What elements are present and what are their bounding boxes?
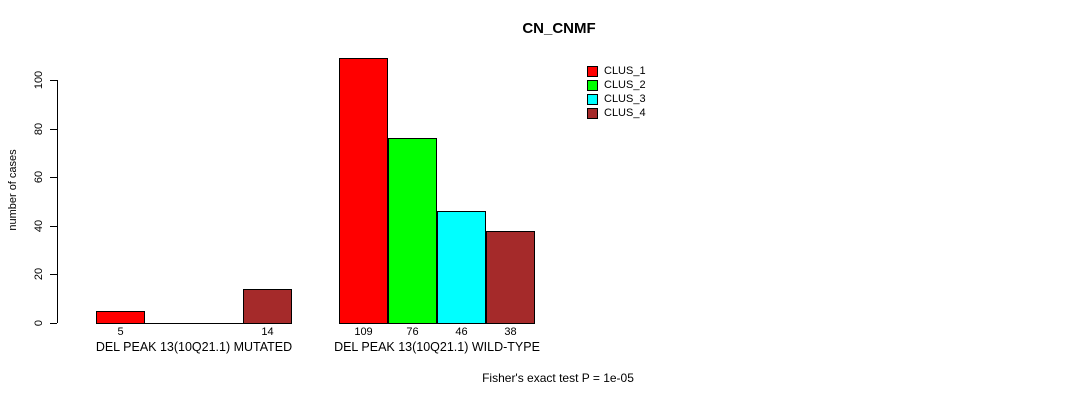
legend-label: CLUS_2 [604, 79, 646, 91]
bar-clus_1 [339, 58, 388, 324]
bar-value-label: 5 [117, 326, 124, 338]
bar-clus_4 [486, 231, 535, 324]
fisher-test-annotation: Fisher's exact test P = 1e-05 [482, 371, 634, 385]
bar-value-label: 46 [455, 326, 468, 338]
y-axis-tick [50, 323, 57, 324]
legend-item-clus_4: CLUS_4 [587, 108, 646, 119]
y-axis-tick [50, 80, 57, 81]
legend-item-clus_1: CLUS_1 [587, 66, 646, 77]
bar-clus_2 [388, 138, 437, 324]
y-axis-tick [50, 274, 57, 275]
group-baseline [96, 323, 292, 324]
bar-clus_1 [96, 311, 145, 324]
group-label-mutated: DEL PEAK 13(10Q21.1) MUTATED [95, 340, 293, 354]
legend-swatch-icon [587, 108, 598, 119]
y-axis-tick-label: 0 [33, 319, 45, 327]
legend-swatch-icon [587, 94, 598, 105]
legend-swatch-icon [587, 66, 598, 77]
legend-label: CLUS_4 [604, 107, 646, 119]
group-label-wild-type: DEL PEAK 13(10Q21.1) WILD-TYPE [334, 340, 540, 354]
y-axis-tick-label: 100 [33, 70, 45, 90]
bar-value-label: 38 [504, 326, 517, 338]
bar-value-label: 76 [406, 326, 419, 338]
legend-label: CLUS_1 [604, 65, 646, 77]
bar-value-label: 14 [261, 326, 274, 338]
y-axis-tick-label: 40 [33, 219, 45, 233]
bar-clus_3 [437, 211, 486, 324]
y-axis-tick [50, 177, 57, 178]
y-axis-tick-label: 80 [33, 122, 45, 136]
y-axis-tick [50, 129, 57, 130]
y-axis-tick-label: 20 [33, 267, 45, 281]
y-axis-title: number of cases [7, 149, 19, 231]
legend-item-clus_3: CLUS_3 [587, 94, 646, 105]
legend: CLUS_1 CLUS_2 CLUS_3 CLUS_4 [587, 66, 646, 122]
chart-title: CN_CNMF [522, 20, 596, 37]
y-axis-tick [50, 226, 57, 227]
legend-label: CLUS_3 [604, 93, 646, 105]
legend-swatch-icon [587, 80, 598, 91]
bar-clus_4 [243, 289, 292, 324]
y-axis-tick-label: 60 [33, 170, 45, 184]
bar-value-label: 109 [354, 326, 373, 338]
legend-item-clus_2: CLUS_2 [587, 80, 646, 91]
y-axis-line [57, 80, 58, 323]
